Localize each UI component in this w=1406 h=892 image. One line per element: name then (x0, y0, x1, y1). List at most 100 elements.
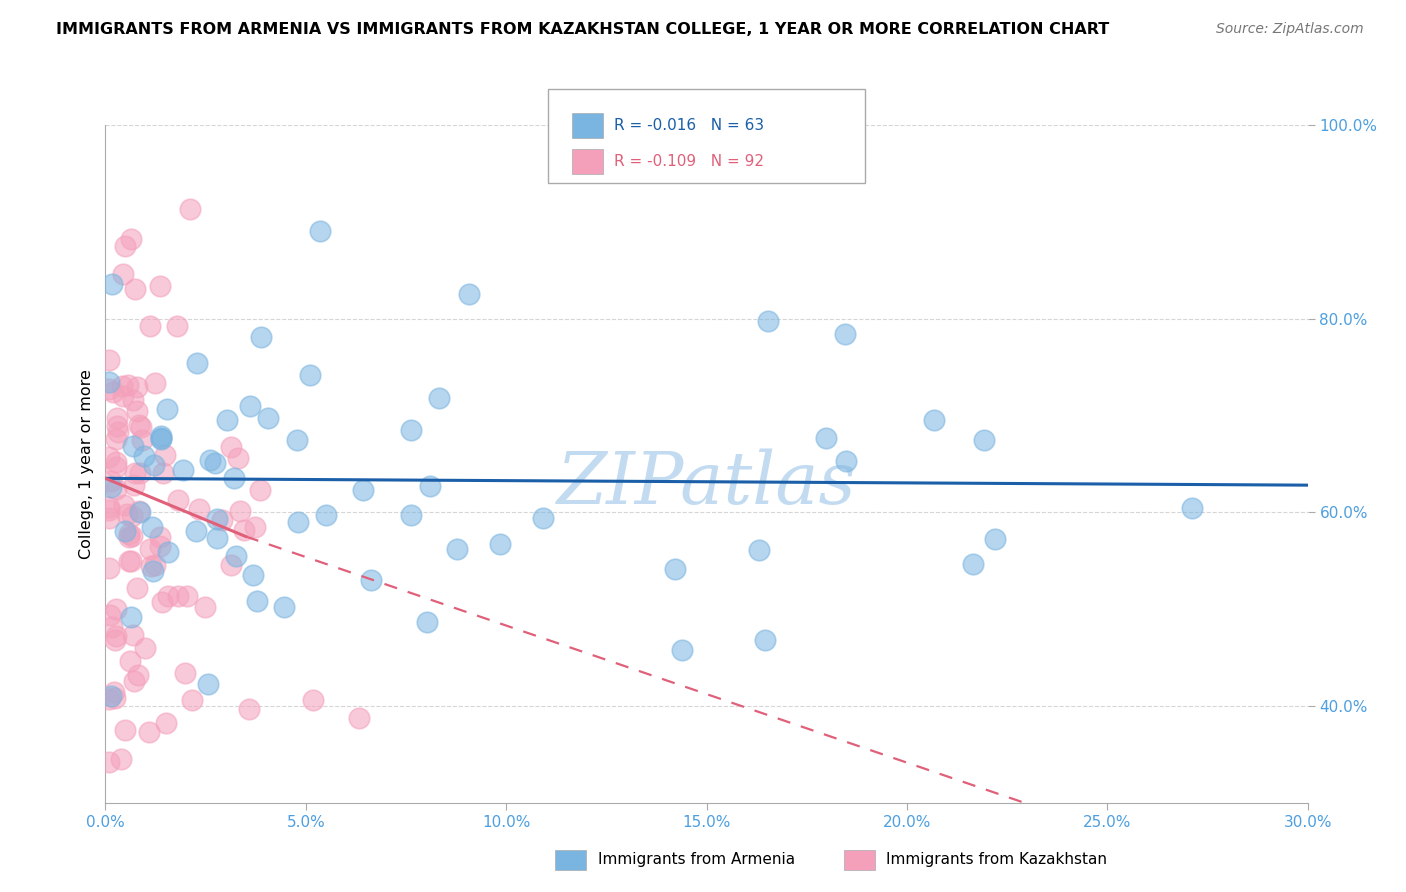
Point (98, 500, 121, 515)
Point (198, 453, 221, 467)
Point (120, 554, 142, 568)
Point (142, 458, 165, 472)
Point (285, 434, 308, 448)
Point (238, 701, 260, 715)
Y-axis label: College, 1 year or more: College, 1 year or more (79, 369, 94, 558)
Point (105, 419, 128, 434)
Point (139, 319, 162, 334)
Point (98, 353, 121, 368)
Point (186, 355, 208, 369)
Point (98, 450, 121, 464)
Point (250, 330, 273, 344)
Point (671, 643, 693, 657)
Point (205, 531, 228, 545)
Point (149, 530, 172, 544)
Point (489, 537, 512, 551)
Point (239, 399, 262, 413)
Point (120, 232, 142, 246)
Text: Immigrants from Kazakhstan: Immigrants from Kazakhstan (886, 853, 1107, 867)
Point (124, 466, 146, 480)
Point (142, 564, 165, 578)
Point (105, 601, 128, 615)
Point (219, 440, 242, 454)
Point (128, 418, 150, 433)
Point (347, 711, 370, 725)
Point (232, 523, 254, 537)
Point (457, 287, 479, 301)
Point (194, 600, 217, 615)
Point (835, 454, 858, 468)
Point (121, 509, 143, 524)
Point (107, 425, 129, 440)
Point (121, 438, 143, 452)
Point (141, 559, 163, 574)
Point (114, 238, 136, 252)
Point (105, 411, 128, 425)
Point (249, 483, 271, 497)
Point (219, 558, 242, 573)
Point (104, 632, 127, 647)
Text: Immigrants from Armenia: Immigrants from Armenia (598, 853, 794, 867)
Point (98, 691, 121, 706)
Point (179, 202, 201, 217)
Point (173, 665, 195, 680)
Point (352, 483, 374, 497)
Point (98, 382, 121, 396)
Point (983, 532, 1005, 546)
Point (124, 282, 146, 296)
Point (98, 755, 121, 769)
Point (115, 507, 138, 521)
Point (101, 384, 124, 399)
Point (103, 690, 125, 705)
Point (143, 558, 166, 573)
Point (122, 628, 145, 642)
Point (128, 466, 150, 480)
Point (207, 511, 229, 525)
Point (416, 615, 439, 629)
Text: R = -0.109   N = 92: R = -0.109 N = 92 (614, 154, 765, 169)
Point (127, 668, 149, 682)
Point (401, 508, 423, 522)
Point (100, 607, 122, 622)
Point (139, 542, 162, 557)
Point (98, 375, 121, 389)
Point (149, 278, 172, 293)
Point (399, 423, 422, 437)
Point (747, 543, 769, 558)
Point (243, 519, 266, 533)
Point (166, 319, 188, 334)
Point (111, 267, 134, 281)
Point (98, 511, 121, 525)
Point (134, 640, 156, 655)
Point (104, 629, 127, 643)
Point (143, 376, 166, 391)
Point (273, 599, 295, 614)
Point (114, 723, 136, 737)
Point (287, 516, 309, 530)
Point (100, 689, 122, 703)
Point (229, 504, 252, 518)
Point (315, 508, 337, 522)
Point (111, 379, 134, 393)
Point (215, 412, 238, 426)
Text: IMMIGRANTS FROM ARMENIA VS IMMIGRANTS FROM KAZAKHSTAN COLLEGE, 1 YEAR OR MORE CO: IMMIGRANTS FROM ARMENIA VS IMMIGRANTS FR… (56, 22, 1109, 37)
Point (756, 314, 779, 328)
Point (118, 530, 141, 544)
Point (122, 393, 145, 408)
Point (120, 654, 142, 668)
Point (156, 589, 179, 603)
Point (105, 460, 128, 475)
Point (132, 449, 155, 463)
Point (246, 594, 269, 608)
Point (302, 693, 325, 707)
Point (141, 520, 163, 534)
Point (962, 557, 984, 571)
Point (129, 420, 152, 434)
Point (98, 561, 121, 575)
Point (924, 413, 946, 427)
Point (754, 632, 776, 647)
Point (222, 471, 245, 485)
Point (101, 277, 124, 291)
Point (172, 463, 194, 477)
Point (197, 677, 219, 691)
